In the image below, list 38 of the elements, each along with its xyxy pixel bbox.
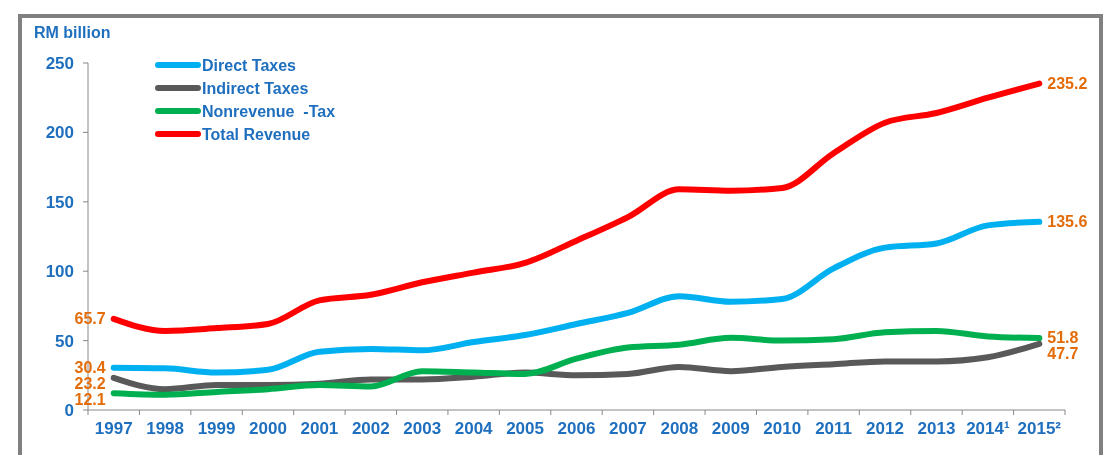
x-tick-label: 2011 [815,419,853,438]
y-tick-label: 100 [45,262,74,282]
x-tick-label: 1997 [94,419,133,438]
legend-label: Indirect Taxes [202,79,309,97]
y-tick-label: 200 [45,123,74,143]
data-label: 51.8 [1047,329,1079,347]
data-label: 235.2 [1047,74,1088,92]
data-label: 65.7 [74,309,106,327]
x-tick-label: 2014¹ [966,419,1010,438]
y-axis-title: RM billion [34,24,111,41]
data-label: 30.4 [74,358,106,376]
x-tick-label: 2002 [351,419,390,438]
x-tick-label: 2007 [609,419,647,438]
x-tick-label: 1998 [146,419,185,438]
x-tick-label: 2005 [506,419,544,438]
y-tick-label: 250 [45,53,74,73]
data-label: 135.6 [1047,212,1088,230]
data-label: 12.1 [74,390,106,408]
y-tick-label: 0 [64,400,74,420]
x-tick-label: 2008 [660,419,699,438]
x-tick-label: 2000 [249,419,287,438]
x-tick-label: 2009 [711,419,750,438]
y-tick-label: 150 [45,192,74,212]
data-label: 47.7 [1047,345,1079,363]
data-label: 23.2 [74,374,106,392]
x-tick-label: 2015² [1017,419,1062,438]
x-tick-label: 2001 [300,419,339,438]
x-tick-label: 1999 [197,419,236,438]
x-tick-label: 2004 [454,419,494,438]
legend-label: Nonrevenue -Tax [202,102,336,120]
legend-label: Total Revenue [202,125,311,143]
legend-label: Direct Taxes [202,56,297,74]
y-tick-label: 50 [55,331,74,351]
x-tick-label: 2013 [917,419,956,438]
x-tick-label: 2003 [403,419,442,438]
x-tick-label: 2006 [557,419,596,438]
x-tick-label: 2012 [866,419,904,438]
x-tick-label: 2010 [763,419,802,438]
